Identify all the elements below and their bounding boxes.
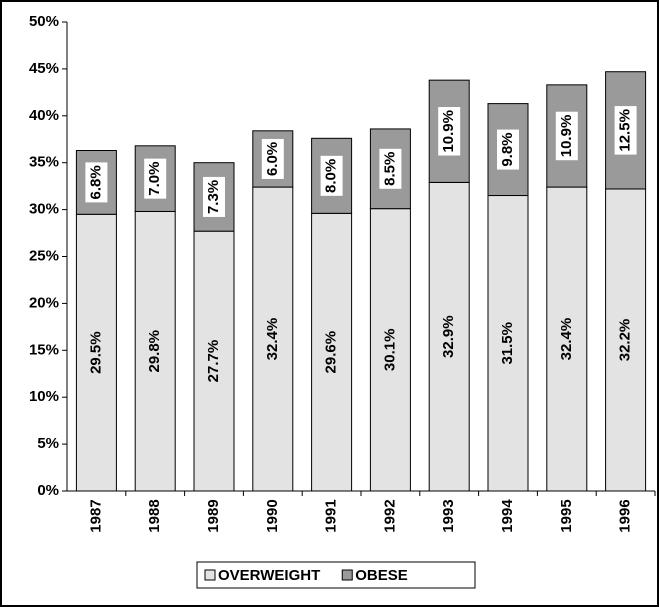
- value-label: 10.9%: [440, 110, 457, 153]
- y-tick-label: 35%: [29, 154, 59, 171]
- value-label: 6.8%: [87, 165, 104, 199]
- bar-segment: [546, 186, 588, 492]
- label-box: [614, 106, 637, 155]
- y-tick-label: 20%: [29, 294, 59, 311]
- value-label: 9.8%: [499, 132, 516, 166]
- value-label: 8.5%: [381, 152, 398, 186]
- value-label: 32.9%: [440, 315, 457, 358]
- y-tick-label: 10%: [29, 388, 59, 405]
- bar-segment: [193, 230, 235, 492]
- x-tick-label: 1989: [205, 499, 222, 532]
- x-tick-label: 1993: [440, 499, 457, 532]
- y-tick-label: 50%: [29, 13, 59, 30]
- y-tick-label: 25%: [29, 247, 59, 264]
- value-label: 10.9%: [558, 115, 575, 158]
- bar-segment: [75, 213, 117, 492]
- value-label: 6.0%: [264, 142, 281, 176]
- x-tick-label: 1994: [499, 499, 516, 533]
- value-label: 27.7%: [205, 340, 222, 383]
- legend-label: OBESE: [355, 567, 408, 584]
- legend-label: OVERWEIGHT: [218, 567, 320, 584]
- x-tick-label: 1995: [558, 499, 575, 532]
- x-tick-label: 1996: [617, 499, 634, 532]
- bar-segment: [311, 212, 353, 492]
- bar-segment: [487, 195, 529, 492]
- x-tick-label: 1988: [146, 499, 163, 532]
- label-box: [203, 176, 225, 217]
- value-label: 7.0%: [146, 162, 163, 196]
- x-tick-label: 1990: [264, 499, 281, 532]
- value-label: 32.2%: [617, 319, 634, 362]
- value-label: 31.5%: [499, 322, 516, 365]
- bar-segment: [369, 208, 411, 492]
- label-box: [85, 162, 108, 203]
- x-tick-label: 1987: [87, 499, 104, 532]
- value-label: 7.3%: [205, 180, 222, 214]
- value-label: 12.5%: [617, 109, 634, 152]
- legend-swatch: [341, 569, 353, 581]
- label-box: [144, 158, 167, 199]
- y-tick-label: 30%: [29, 201, 59, 218]
- y-tick-label: 5%: [37, 435, 59, 452]
- value-label: 32.4%: [558, 318, 575, 361]
- x-tick-label: 1991: [323, 499, 340, 532]
- legend-swatch: [204, 569, 216, 581]
- y-tick-label: 0%: [37, 482, 59, 499]
- value-label: 29.8%: [146, 330, 163, 373]
- y-tick-label: 15%: [29, 341, 59, 358]
- label-box: [438, 107, 461, 156]
- value-label: 32.4%: [264, 318, 281, 361]
- label-box: [379, 148, 402, 189]
- label-box: [261, 138, 284, 179]
- value-label: 29.6%: [323, 331, 340, 374]
- label-box: [497, 129, 519, 170]
- y-tick-label: 45%: [29, 60, 59, 77]
- label-box: [555, 111, 578, 161]
- bar-segment: [252, 186, 294, 492]
- legend-box: [196, 561, 476, 589]
- value-label: 8.0%: [323, 159, 340, 193]
- value-label: 29.5%: [87, 331, 104, 374]
- bar-segment: [605, 188, 647, 492]
- y-tick-label: 40%: [29, 107, 59, 124]
- value-label: 30.1%: [381, 329, 398, 372]
- label-box: [320, 155, 343, 196]
- x-tick-label: 1992: [381, 499, 398, 532]
